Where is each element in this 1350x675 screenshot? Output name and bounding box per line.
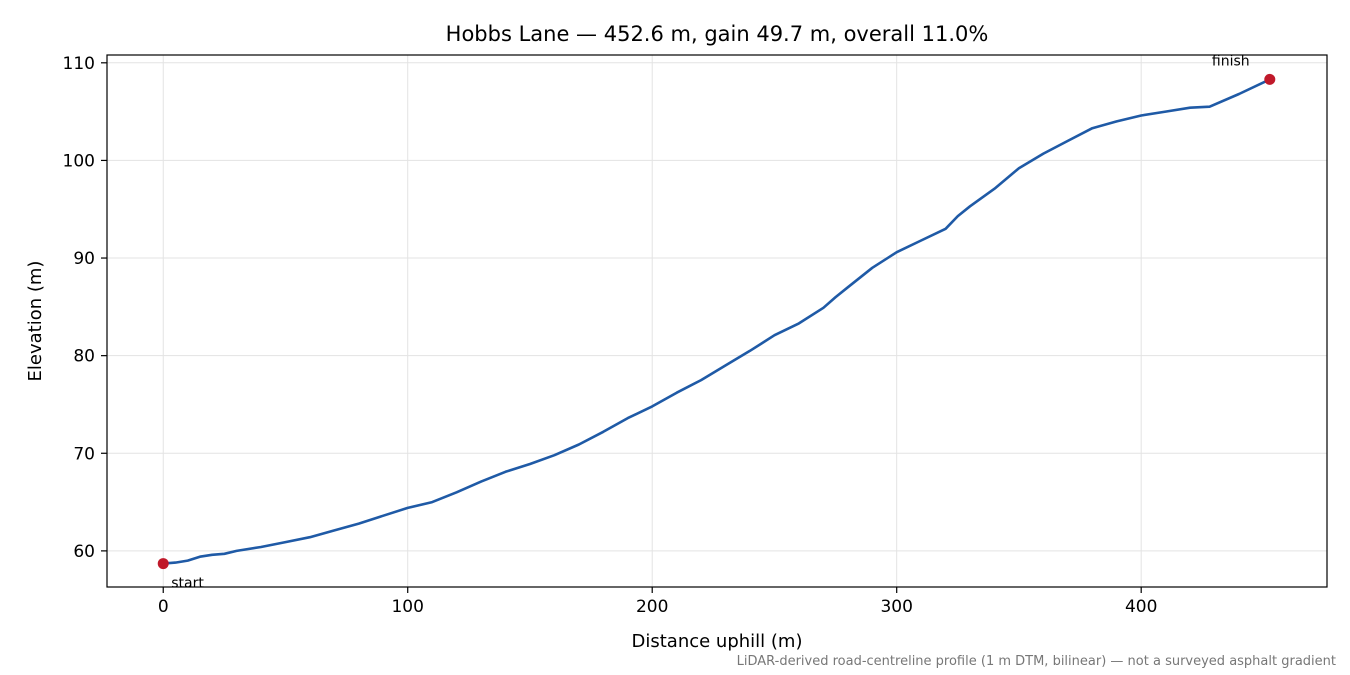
plot-area-frame [106,54,1328,588]
finish-annotation: finish [1212,53,1250,69]
chart-title: Hobbs Lane — 452.6 m, gain 49.7 m, overa… [446,22,989,46]
x-axis-label: Distance uphill (m) [632,631,803,652]
axis-ticks: 0 100 200 300 400 60 70 80 90 100 110 [63,54,1158,617]
y-tick-label: 60 [73,542,95,562]
y-tick-label: 70 [73,444,95,464]
y-tick-label: 110 [63,54,95,74]
footnote: LiDAR-derived road-centreline profile (1… [737,654,1336,669]
x-tick-label: 300 [880,597,912,617]
grid [107,55,1327,587]
elevation-profile-line [163,78,1271,565]
start-marker [157,558,169,570]
y-tick-label: 90 [73,249,95,269]
finish-marker [1264,73,1276,85]
y-axis-label: Elevation (m) [25,261,46,382]
x-tick-label: 400 [1125,597,1157,617]
start-annotation: start [171,576,204,592]
x-tick-label: 200 [636,597,668,617]
y-tick-label: 80 [73,347,95,367]
x-tick-label: 100 [391,597,423,617]
y-tick-label: 100 [63,151,95,171]
x-tick-label: 0 [158,597,169,617]
